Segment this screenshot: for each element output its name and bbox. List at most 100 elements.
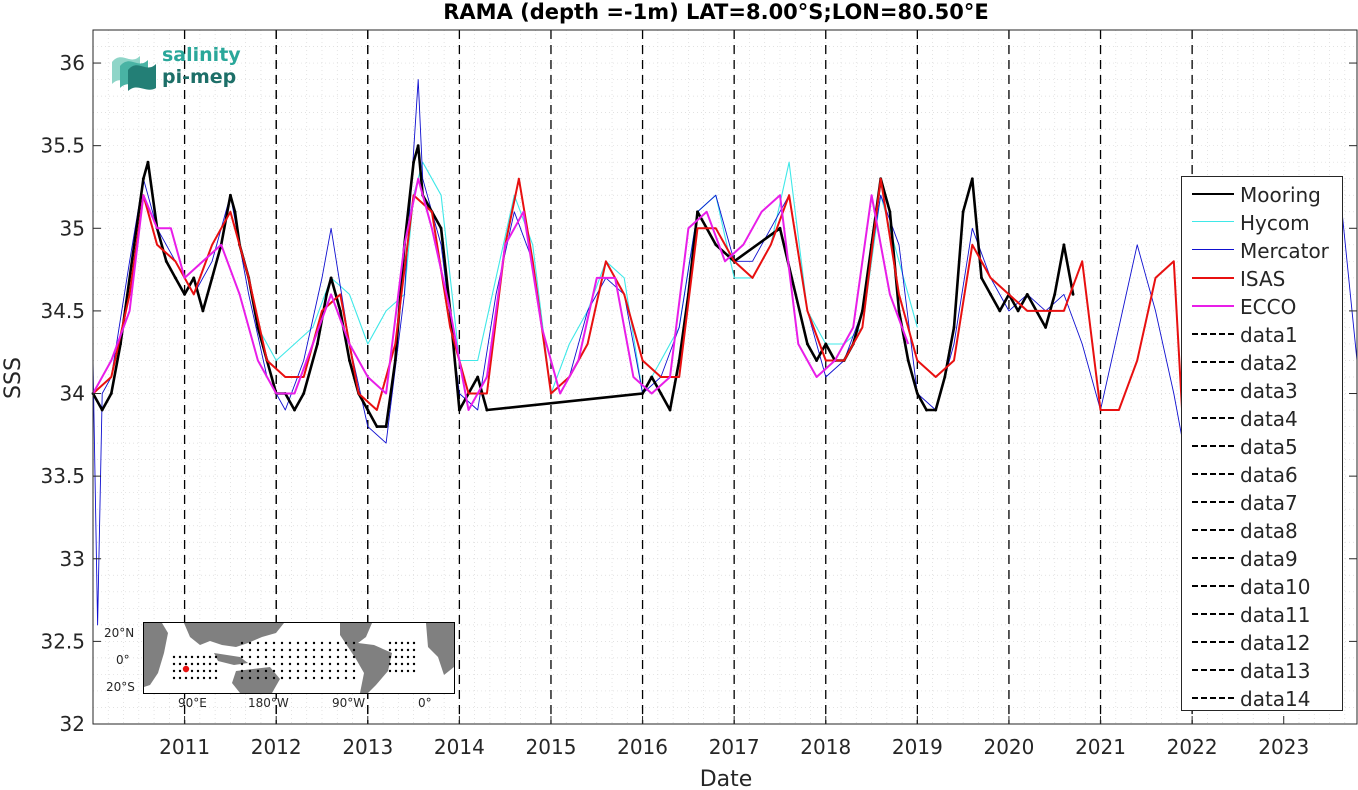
inset-lon-label-90w: 90°W (332, 696, 366, 710)
inset-mooring-dot (256, 641, 260, 645)
legend-item-isas: ISAS (1182, 264, 1342, 292)
inset-mooring-dot (288, 662, 292, 666)
inset-mooring-dot (296, 641, 300, 645)
inset-mooring-dot (196, 655, 200, 659)
inset-mooring-dot (178, 655, 182, 659)
inset-mooring-dot (196, 669, 200, 673)
x-tick-label: 2012 (251, 735, 302, 759)
series-point-mooring (393, 359, 397, 362)
series-point-mooring (989, 292, 993, 296)
legend-label: ISAS (1240, 267, 1286, 291)
legend-label: data5 (1240, 435, 1298, 459)
inset-mooring-dot (328, 676, 332, 680)
legend-label: data2 (1240, 351, 1298, 375)
inset-mooring-dot (320, 648, 324, 652)
series-point-mooring (384, 425, 388, 428)
inset-mooring-dot (248, 676, 252, 680)
series-point-mooring (192, 276, 196, 280)
series-point-mooring (806, 342, 809, 346)
inset-mooring-dot (264, 641, 268, 645)
inset-mooring-dot (248, 662, 252, 666)
inset-mooring-dot (172, 669, 176, 673)
series-point-mooring (934, 408, 938, 412)
series-point-mooring (174, 276, 177, 280)
legend-label: data7 (1240, 491, 1298, 515)
y-tick-label: 34.5 (40, 299, 85, 323)
inset-mooring-dot (184, 655, 188, 659)
logo-waves-icon (112, 56, 156, 91)
inset-mooring-dot (400, 655, 404, 659)
x-tick-label: 2013 (342, 735, 393, 759)
legend-swatch (1192, 193, 1234, 195)
inset-mooring-dot (328, 641, 332, 645)
inset-mooring-dot (248, 648, 252, 652)
series-point-mooring (476, 375, 480, 379)
inset-mooring-dot (312, 676, 316, 680)
legend-label: data3 (1240, 379, 1298, 403)
inset-land-australia (232, 667, 280, 693)
inset-mooring-dot (256, 662, 260, 666)
x-tick-label: 2014 (434, 735, 485, 759)
series-point-mooring (998, 309, 1002, 313)
inset-mooring-dot (208, 655, 212, 659)
inset-lon-label-0: 0° (418, 696, 432, 710)
legend-item-data14: data14 (1182, 684, 1342, 712)
inset-mooring-dot (272, 655, 276, 659)
x-tick-label: 2021 (1075, 735, 1126, 759)
inset-mooring-dot (336, 641, 340, 645)
series-point-mooring (1044, 326, 1047, 329)
inset-mooring-dot (202, 676, 206, 680)
inset-mooring-dot (352, 669, 356, 673)
x-tick-label: 2023 (1258, 735, 1309, 759)
series-point-mooring (970, 177, 974, 181)
inset-mooring-dot (288, 648, 292, 652)
series-point-mooring (696, 210, 699, 214)
series-point-mooring (485, 408, 489, 412)
logo-line1: salinity (162, 44, 241, 66)
inset-mooring-dot (328, 655, 332, 659)
series-point-mooring (1025, 292, 1029, 296)
legend-item-ecco: ECCO (1182, 292, 1342, 320)
inset-mooring-dot (240, 641, 244, 645)
series-point-mooring (228, 193, 232, 197)
legend-item-hycom: Hycom (1182, 208, 1342, 236)
inset-mooring-dot (320, 655, 324, 659)
inset-mooring-dot (304, 676, 308, 680)
legend-item-data11: data11 (1182, 600, 1342, 628)
inset-mooring-dot (394, 648, 398, 652)
chart-title: RAMA (depth =-1m) LAT=8.00°S;LON=80.50°E (443, 0, 989, 24)
inset-mooring-dot (178, 676, 182, 680)
series-point-mooring (815, 359, 818, 362)
inset-land-asia (184, 623, 284, 647)
inset-mooring-dot (214, 676, 218, 680)
series-point-mooring (961, 210, 965, 214)
series-layer (91, 79, 1358, 626)
inset-mooring-dot (288, 676, 292, 680)
legend-label: Hycom (1240, 211, 1310, 235)
inset-mooring-dot (406, 641, 410, 645)
legend-label: data12 (1240, 631, 1311, 655)
y-tick-label: 36 (60, 51, 85, 75)
inset-mooring-dot (214, 655, 218, 659)
inset-mooring-dot (412, 641, 416, 645)
x-tick-label: 2022 (1167, 735, 1218, 759)
inset-mooring-dot (296, 669, 300, 673)
inset-mooring-dot (172, 662, 176, 666)
inset-mooring-dot (202, 655, 206, 659)
inset-mooring-dot (344, 676, 348, 680)
legend-swatch (1192, 277, 1234, 279)
inset-mooring-dot (320, 669, 324, 673)
legend-item-mooring: Mooring (1182, 180, 1342, 208)
x-tick-label: 2011 (159, 735, 210, 759)
inset-lat-label-0: 0° (116, 653, 130, 667)
inset-mooring-dot (394, 655, 398, 659)
inset-mooring-dot (352, 676, 356, 680)
series-point-mooring (302, 392, 306, 395)
y-tick-label: 35.5 (40, 134, 85, 158)
inset-mooring-dot (272, 641, 276, 645)
inset-mooring-dot (208, 662, 212, 666)
inset-mooring-dot (352, 641, 356, 645)
series-line-mooring (91, 144, 1075, 428)
inset-mooring-dot (406, 655, 410, 659)
series-point-mooring (233, 210, 237, 214)
